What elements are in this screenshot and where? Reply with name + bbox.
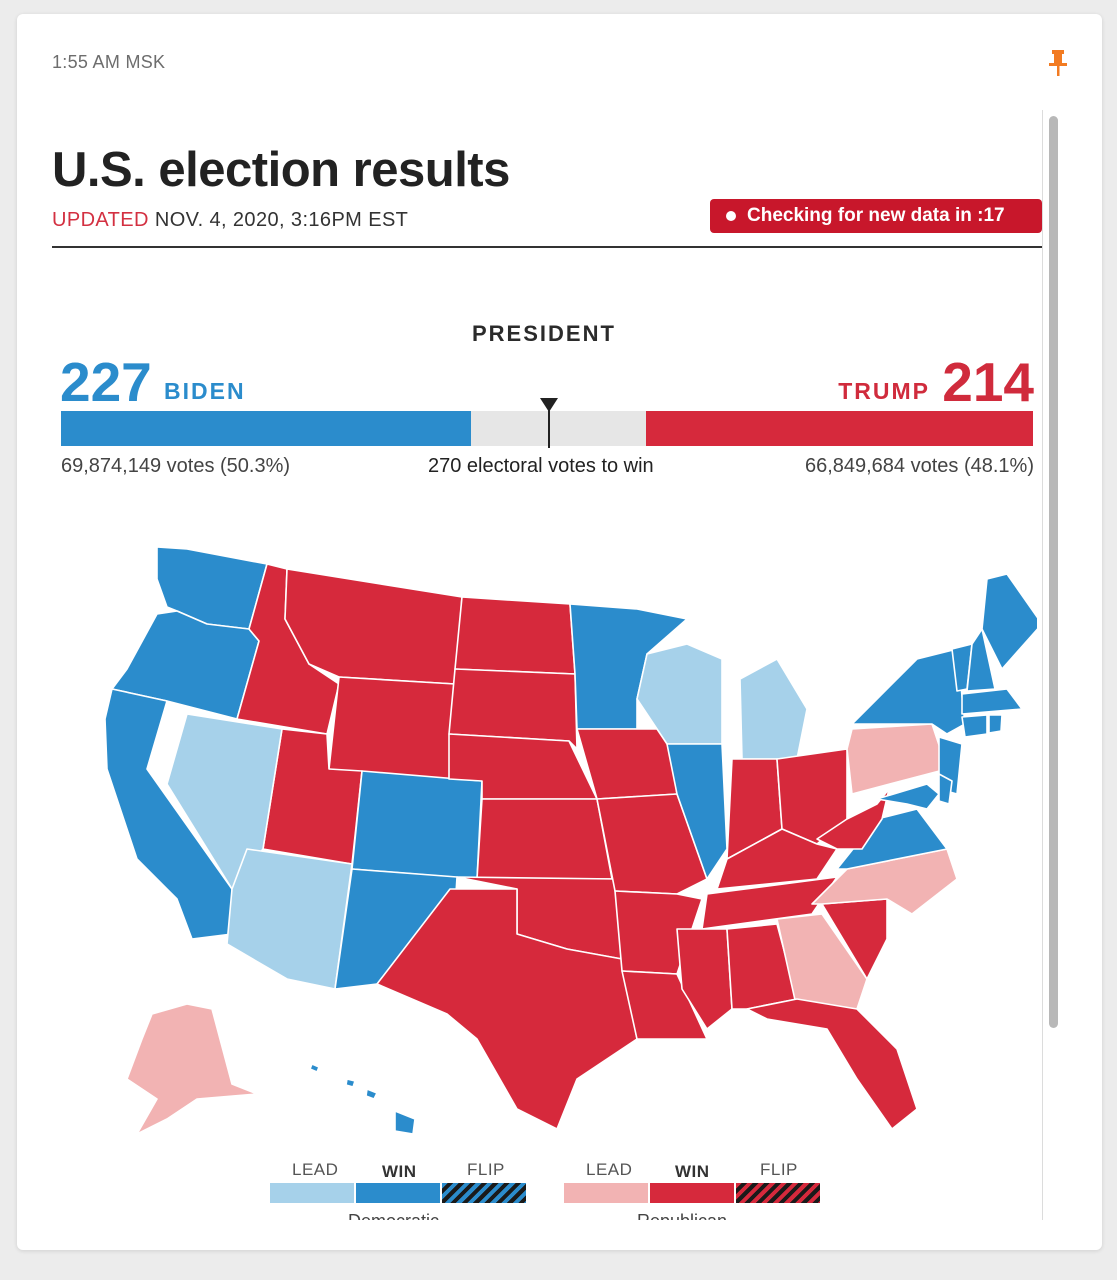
updated-label: UPDATED <box>52 209 149 231</box>
democrat-ev-fill <box>61 411 471 446</box>
state-wy[interactable] <box>328 676 456 785</box>
state-ma[interactable] <box>961 688 1023 715</box>
state-tn[interactable] <box>701 876 838 930</box>
legend-dem-flip-caption: FLIP <box>467 1160 505 1179</box>
state-ks[interactable] <box>476 798 613 880</box>
electoral-vote-bar <box>61 398 1033 448</box>
legend-rep-flip-caption: FLIP <box>760 1160 798 1179</box>
legend-rep-label: Republican <box>637 1210 727 1220</box>
state-ms[interactable] <box>676 928 733 1030</box>
state-mi[interactable] <box>739 658 808 760</box>
page-title: U.S. election results <box>52 143 510 197</box>
state-ny[interactable] <box>851 648 966 735</box>
data-refresh-badge: Checking for new data in :17 <box>710 199 1042 233</box>
state-ca[interactable] <box>104 688 233 940</box>
republican-ev-fill <box>646 411 1033 446</box>
legend-rep-win-swatch <box>650 1183 734 1203</box>
trump-electoral-votes: 214 <box>942 351 1034 413</box>
state-nh[interactable] <box>966 628 996 692</box>
legend-rep-flip-swatch <box>736 1183 820 1203</box>
state-me[interactable] <box>981 573 1037 670</box>
state-hi[interactable] <box>309 1063 416 1134</box>
state-az[interactable] <box>226 848 353 990</box>
legend-dem-lead-swatch <box>270 1183 354 1203</box>
state-nd[interactable] <box>454 596 576 675</box>
updated-time: NOV. 4, 2020, 3:16PM EST <box>154 209 409 231</box>
updated-timestamp: UPDATED NOV. 4, 2020, 3:16PM EST <box>52 209 408 232</box>
state-de[interactable] <box>938 773 953 805</box>
biden-name: BIDEN <box>164 378 246 404</box>
header-divider <box>52 246 1042 248</box>
threshold-label: 270 electoral votes to win <box>428 455 654 477</box>
legend-rep-lead-caption: LEAD <box>586 1160 633 1179</box>
state-fl[interactable] <box>746 998 918 1130</box>
legend-dem-label: Democratic <box>348 1210 439 1220</box>
refresh-countdown: Checking for new data in :17 <box>747 205 1005 226</box>
scrollbar[interactable] <box>1042 110 1061 1220</box>
biden-popular-vote: 69,874,149 votes (50.3%) <box>61 455 291 477</box>
state-sd[interactable] <box>448 668 578 750</box>
biden-electoral-votes: 227 <box>60 351 152 413</box>
state-md[interactable] <box>876 783 940 810</box>
state-tx[interactable] <box>376 888 638 1130</box>
state-wv[interactable] <box>816 788 890 850</box>
legend-dem-lead-caption: LEAD <box>292 1160 339 1179</box>
trump-name: TRUMP <box>838 378 930 404</box>
legend-dem-flip-swatch <box>442 1183 526 1203</box>
race-office: PRESIDENT <box>472 321 616 346</box>
state-pa[interactable] <box>846 723 948 795</box>
state-ri[interactable] <box>988 714 1003 734</box>
state-mo[interactable] <box>596 793 708 895</box>
trump-popular-vote: 66,849,684 votes (48.1%) <box>804 455 1034 477</box>
state-ct[interactable] <box>961 714 988 738</box>
legend-rep-win-caption: WIN <box>675 1162 710 1181</box>
state-ak[interactable] <box>126 1003 258 1134</box>
live-dot-icon <box>726 211 736 221</box>
threshold-pointer-icon <box>540 398 558 412</box>
state-ga[interactable] <box>776 913 868 1010</box>
legend-dem-win-caption: WIN <box>382 1162 417 1181</box>
state-la[interactable] <box>621 970 708 1040</box>
results-card: 1:55 AM MSK U.S. election results UPDATE… <box>17 14 1102 1250</box>
scrollbar-thumb[interactable] <box>1049 116 1058 1028</box>
pushpin-icon[interactable] <box>1045 48 1071 78</box>
legend-dem-win-swatch <box>356 1183 440 1203</box>
local-time: 1:55 AM MSK <box>52 52 166 72</box>
state-co[interactable] <box>351 770 483 880</box>
us-election-map[interactable] <box>77 519 1037 1134</box>
state-il[interactable] <box>666 743 728 880</box>
threshold-marker <box>548 400 550 448</box>
legend-rep-lead-swatch <box>564 1183 648 1203</box>
